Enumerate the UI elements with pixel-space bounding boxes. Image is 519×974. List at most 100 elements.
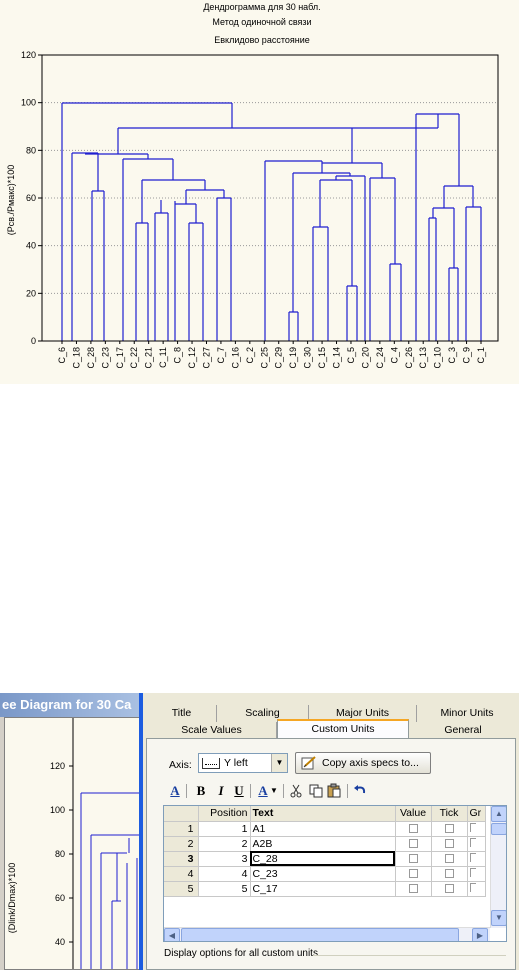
- value-checkbox[interactable]: [408, 884, 418, 894]
- text-cell[interactable]: A2B: [250, 836, 396, 852]
- y-tick-label: 40: [26, 241, 36, 251]
- grid-checkbox[interactable]: [469, 837, 476, 847]
- text-cell[interactable]: A1: [250, 821, 396, 837]
- scroll-left-icon[interactable]: ◀: [164, 928, 180, 941]
- tab-major-units[interactable]: Major Units: [309, 705, 417, 722]
- table-row[interactable]: 2 2 A2B: [164, 836, 486, 852]
- text-cell[interactable]: C_28: [250, 851, 396, 867]
- scroll-thumb[interactable]: [491, 823, 506, 835]
- toolbar-divider: [347, 784, 348, 798]
- leaf-label: C_27: [201, 347, 211, 369]
- y-tick-label: 100: [21, 98, 36, 108]
- column-header-text[interactable]: Text: [250, 806, 396, 822]
- row-number[interactable]: 3: [164, 851, 199, 867]
- value-checkbox[interactable]: [408, 869, 418, 879]
- font-color-dropdown-icon[interactable]: ▼: [270, 786, 278, 795]
- group-divider: [313, 955, 506, 956]
- tick-checkbox[interactable]: [444, 854, 454, 864]
- table-row[interactable]: 5 5 C_17: [164, 881, 486, 897]
- value-checkbox-cell: [395, 836, 432, 852]
- leaf-label: C_20: [360, 347, 370, 369]
- value-checkbox[interactable]: [408, 824, 418, 834]
- axis-select-value: Y left: [224, 757, 248, 769]
- y-tick-label: 0: [31, 336, 36, 346]
- vertical-scrollbar[interactable]: ▲ ▼: [490, 806, 506, 928]
- table-row[interactable]: 4 4 C_23: [164, 866, 486, 882]
- axis-select[interactable]: Y left ▼: [198, 753, 288, 773]
- position-cell[interactable]: 1: [198, 821, 251, 837]
- scroll-down-icon[interactable]: ▼: [491, 910, 506, 926]
- tick-checkbox[interactable]: [444, 884, 454, 894]
- chart-subtitle-distance: Евклидово расстояние: [214, 35, 309, 45]
- mini-y-tick-label: 120: [50, 761, 65, 771]
- tick-checkbox-cell: [431, 866, 468, 882]
- tab-minor-units[interactable]: Minor Units: [440, 707, 494, 719]
- window-separator: [139, 693, 143, 970]
- chevron-down-icon[interactable]: ▼: [271, 754, 287, 772]
- grid-checkbox[interactable]: [469, 852, 476, 862]
- leaf-label: C_10: [433, 347, 443, 369]
- leaf-label: C_24: [375, 347, 385, 369]
- position-cell[interactable]: 4: [198, 866, 251, 882]
- table-row[interactable]: 3 3 C_28: [164, 851, 486, 867]
- column-header-grid[interactable]: Gr: [467, 806, 486, 822]
- grid-header-row: Position Text Value Tick Gr: [164, 806, 486, 822]
- tick-checkbox[interactable]: [444, 839, 454, 849]
- position-cell[interactable]: 2: [198, 836, 251, 852]
- leaf-label: C_29: [274, 347, 284, 369]
- paste-icon[interactable]: [327, 783, 341, 798]
- position-cell[interactable]: 3: [198, 851, 251, 867]
- font-color-button[interactable]: A: [258, 783, 268, 798]
- value-checkbox-cell: [395, 821, 432, 837]
- grid-body: 1 1 A1 2 2 A2B 3 3 C_28 4 4 C_23 5 5 C_17: [164, 821, 486, 897]
- tab-scale-values[interactable]: Scale Values: [147, 722, 277, 739]
- copy-axis-specs-button[interactable]: Copy axis specs to...: [295, 752, 431, 774]
- grid-checkbox[interactable]: [469, 867, 476, 877]
- tick-checkbox[interactable]: [444, 869, 454, 879]
- column-header-value[interactable]: Value: [395, 806, 432, 822]
- bold-button[interactable]: B: [196, 783, 206, 798]
- copy-icon[interactable]: [309, 784, 323, 798]
- row-number[interactable]: 2: [164, 836, 199, 852]
- position-cell[interactable]: 5: [198, 881, 251, 897]
- undo-icon[interactable]: [353, 785, 367, 797]
- scroll-thumb-horizontal[interactable]: [181, 928, 459, 941]
- table-row[interactable]: 1 1 A1: [164, 821, 486, 837]
- font-icon[interactable]: A: [170, 783, 180, 798]
- leaf-label: C_28: [86, 347, 96, 369]
- dendrogram-chart: Дендрограмма для 30 набл. Метод одиночно…: [0, 0, 519, 384]
- underline-button[interactable]: U: [234, 783, 244, 798]
- tab-custom-units[interactable]: Custom Units: [277, 719, 409, 739]
- column-header-tick[interactable]: Tick: [431, 806, 468, 822]
- grid-checkbox[interactable]: [469, 882, 476, 892]
- leaf-label: C_14: [332, 347, 342, 369]
- text-cell[interactable]: C_17: [250, 881, 396, 897]
- value-checkbox[interactable]: [408, 839, 418, 849]
- scroll-right-icon[interactable]: ▶: [472, 928, 488, 941]
- copy-specs-icon: [301, 756, 316, 770]
- grid-checkbox-cell: [467, 851, 486, 867]
- leaf-label: C_17: [115, 347, 125, 369]
- tab-scaling[interactable]: Scaling: [217, 705, 309, 722]
- row-number[interactable]: 1: [164, 821, 199, 837]
- row-number[interactable]: 4: [164, 866, 199, 882]
- grid-checkbox[interactable]: [469, 822, 476, 832]
- horizontal-scrollbar[interactable]: ◀ ▶: [164, 927, 490, 941]
- scroll-up-icon[interactable]: ▲: [491, 806, 506, 822]
- row-number[interactable]: 5: [164, 881, 199, 897]
- column-header-position[interactable]: Position: [198, 806, 251, 822]
- italic-button[interactable]: I: [218, 783, 224, 798]
- text-cell[interactable]: C_23: [250, 866, 396, 882]
- tick-checkbox[interactable]: [444, 824, 454, 834]
- graph-window-title: ee Diagram for 30 Ca: [2, 697, 132, 712]
- leaf-label: C_21: [144, 347, 154, 369]
- cut-icon[interactable]: [290, 784, 302, 798]
- display-options-label: Display options for all custom units: [164, 948, 318, 959]
- value-checkbox-cell: [395, 881, 432, 897]
- tab-title[interactable]: Title: [147, 705, 217, 722]
- value-checkbox[interactable]: [408, 854, 418, 864]
- graph-options-screen: ee Diagram for 30 Ca (Dlink/Dmax)*100 12…: [0, 693, 519, 970]
- leaf-label: C_30: [303, 347, 313, 369]
- graph-window-titlebar[interactable]: ee Diagram for 30 Ca: [0, 693, 140, 717]
- tab-general[interactable]: General: [444, 724, 482, 736]
